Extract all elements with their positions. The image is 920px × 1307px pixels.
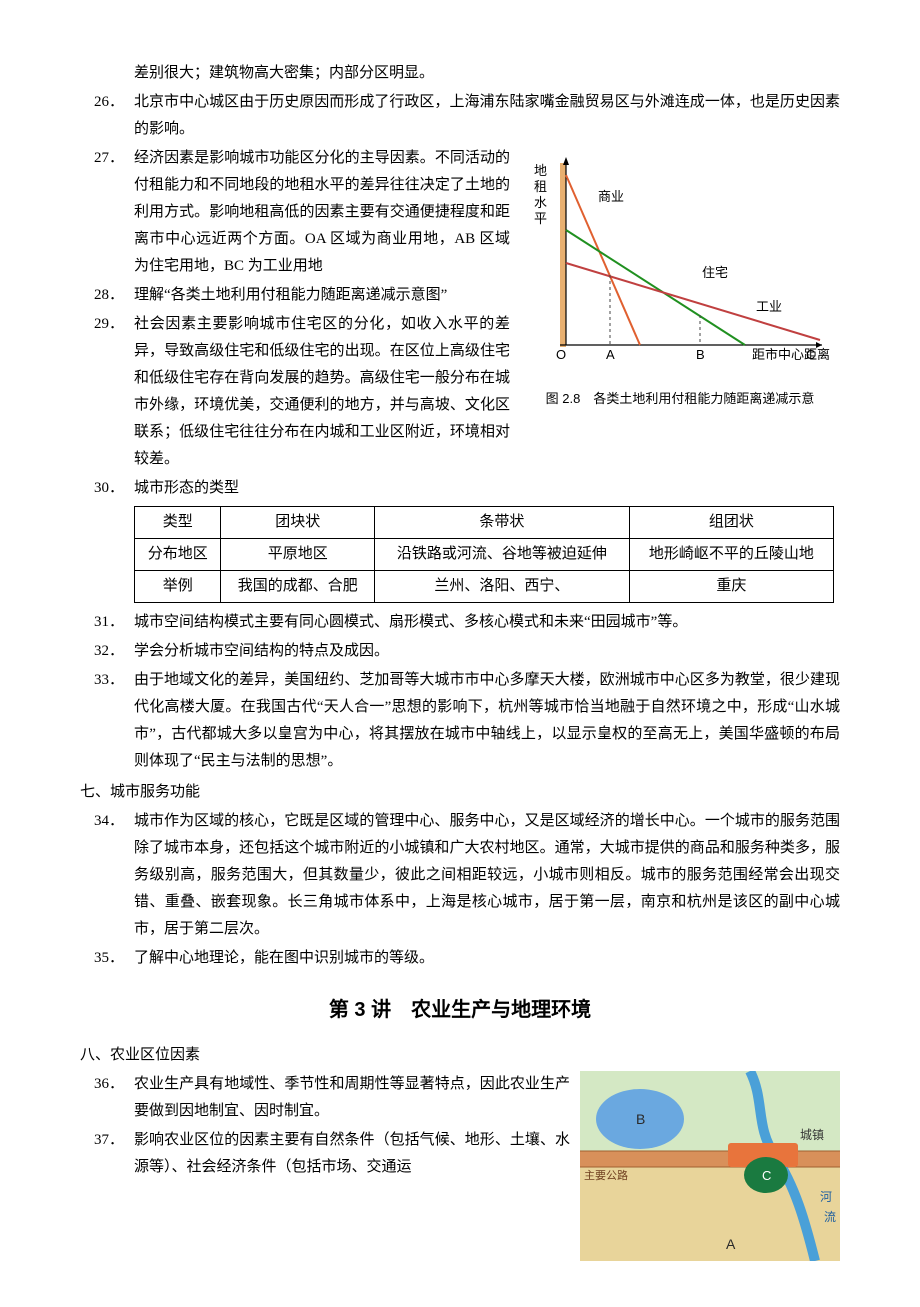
road: [580, 1151, 840, 1167]
table-row: 类型 团块状 条带状 组团状: [135, 507, 834, 539]
tick-O: O: [556, 347, 566, 360]
bid-rent-plot: O A B C 地 租 水 平 商业 住宅 工业 距市中心距离: [520, 145, 830, 385]
item-text: 城市形态的类型: [134, 475, 840, 502]
td-head: 分布地区: [135, 539, 221, 571]
item-number: 32．: [80, 638, 134, 665]
item-number: 35．: [80, 945, 134, 972]
th-type: 类型: [135, 507, 221, 539]
tick-A: A: [606, 347, 615, 360]
label-commerce: 商业: [598, 189, 624, 204]
label-town: 城镇: [800, 1128, 824, 1142]
item-text: 经济因素是影响城市功能区分化的主导因素。不同活动的付租能力和不同地段的地租水平的…: [134, 145, 510, 280]
item-number: 29．: [80, 311, 134, 473]
item-32: 32． 学会分析城市空间结构的特点及成因。: [80, 638, 840, 665]
td: 平原地区: [221, 539, 375, 571]
tick-B: B: [696, 347, 705, 360]
label-river-1: 河: [820, 1190, 832, 1204]
figure-agri-map: B C A 城镇 主要公路 河 流: [580, 1071, 840, 1261]
item-text: 农业生产具有地域性、季节性和周期性等显著特点，因此农业生产要做到因地制宜、因时制…: [134, 1071, 570, 1125]
item-text: 由于地域文化的差异，美国纽约、芝加哥等大城市市中心多摩天大楼，欧洲城市中心区多为…: [134, 667, 840, 775]
item-26: 26． 北京市中心城区由于历史原因而形成了行政区，上海浦东陆家嘴金融贸易区与外滩…: [80, 89, 840, 143]
item-27: 27． 经济因素是影响城市功能区分化的主导因素。不同活动的付租能力和不同地段的地…: [80, 145, 510, 280]
text: 差别很大；建筑物高大密集；内部分区明显。: [134, 60, 840, 87]
table-row: 分布地区 平原地区 沿铁路或河流、谷地等被迫延伸 地形崎岖不平的丘陵山地: [135, 539, 834, 571]
y-axis-bar: [560, 163, 566, 347]
item-34: 34． 城市作为区域的核心，它既是区域的管理中心、服务中心，又是区域经济的增长中…: [80, 808, 840, 943]
y-label-3: 水: [534, 195, 547, 210]
item-text: 理解“各类土地利用付租能力随距离递减示意图”: [134, 282, 510, 309]
y-axis-arrow: [563, 157, 569, 165]
item-number: 30．: [80, 475, 134, 502]
item-30: 30． 城市形态的类型: [80, 475, 840, 502]
item-number: 27．: [80, 145, 134, 280]
y-label-1: 地: [534, 163, 547, 178]
item-prev-remainder: 差别很大；建筑物高大密集；内部分区明显。: [80, 60, 840, 87]
td: 兰州、洛阳、西宁、: [375, 571, 630, 603]
lecture-title: 第 3 讲 农业生产与地理环境: [80, 992, 840, 1028]
label-C: C: [762, 1168, 771, 1183]
spacer: [80, 60, 134, 87]
item-28: 28． 理解“各类土地利用付租能力随距离递减示意图”: [80, 282, 510, 309]
figure-bid-rent: O A B C 地 租 水 平 商业 住宅 工业 距市中心距离 图 2.8 各类…: [520, 145, 840, 410]
table-row: 举例 我国的成都、合肥 兰州、洛阳、西宁、 重庆: [135, 571, 834, 603]
td: 重庆: [629, 571, 833, 603]
label-industry: 工业: [756, 299, 782, 314]
y-label-2: 租: [534, 179, 547, 194]
td: 我国的成都、合肥: [221, 571, 375, 603]
item-number: 34．: [80, 808, 134, 943]
item-36: 36． 农业生产具有地域性、季节性和周期性等显著特点，因此农业生产要做到因地制宜…: [80, 1071, 570, 1125]
section-seven: 七、城市服务功能: [80, 779, 840, 806]
figure-caption: 图 2.8 各类土地利用付租能力随距离递减示意: [520, 387, 840, 410]
label-residence: 住宅: [702, 265, 728, 280]
label-river-2: 流: [824, 1210, 836, 1224]
item-35: 35． 了解中心地理论，能在图中识别城市的等级。: [80, 945, 840, 972]
th-block: 团块状: [221, 507, 375, 539]
item-text: 了解中心地理论，能在图中识别城市的等级。: [134, 945, 840, 972]
item-text: 城市作为区域的核心，它既是区域的管理中心、服务中心，又是区域经济的增长中心。一个…: [134, 808, 840, 943]
section-eight: 八、农业区位因素: [80, 1042, 840, 1069]
item-number: 36．: [80, 1071, 134, 1125]
td: 沿铁路或河流、谷地等被迫延伸: [375, 539, 630, 571]
item-number: 37．: [80, 1127, 134, 1181]
item-text: 社会因素主要影响城市住宅区的分化，如收入水平的差异，导致高级住宅和低级住宅的出现…: [134, 311, 510, 473]
morphology-table: 类型 团块状 条带状 组团状 分布地区 平原地区 沿铁路或河流、谷地等被迫延伸 …: [134, 506, 834, 603]
label-road: 主要公路: [584, 1169, 628, 1182]
th-belt: 条带状: [375, 507, 630, 539]
item-text: 城市空间结构模式主要有同心圆模式、扇形模式、多核心模式和未来“田园城市”等。: [134, 609, 840, 636]
item-29: 29． 社会因素主要影响城市住宅区的分化，如收入水平的差异，导致高级住宅和低级住…: [80, 311, 510, 473]
item-number: 26．: [80, 89, 134, 143]
item-number: 28．: [80, 282, 134, 309]
item-text: 学会分析城市空间结构的特点及成因。: [134, 638, 840, 665]
item-text: 北京市中心城区由于历史原因而形成了行政区，上海浦东陆家嘴金融贸易区与外滩连成一体…: [134, 89, 840, 143]
label-B: B: [636, 1111, 645, 1127]
th-cluster: 组团状: [629, 507, 833, 539]
y-label-4: 平: [534, 211, 547, 226]
td: 地形崎岖不平的丘陵山地: [629, 539, 833, 571]
label-A: A: [726, 1236, 736, 1252]
item-31: 31． 城市空间结构模式主要有同心圆模式、扇形模式、多核心模式和未来“田园城市”…: [80, 609, 840, 636]
item-number: 33．: [80, 667, 134, 775]
x-label: 距市中心距离: [752, 347, 830, 360]
item-number: 31．: [80, 609, 134, 636]
td-head: 举例: [135, 571, 221, 603]
item-33: 33． 由于地域文化的差异，美国纽约、芝加哥等大城市市中心多摩天大楼，欧洲城市中…: [80, 667, 840, 775]
residence-line: [566, 230, 745, 345]
item-text: 影响农业区位的因素主要有自然条件（包括气候、地形、土壤、水源等）、社会经济条件（…: [134, 1127, 570, 1181]
item-37: 37． 影响农业区位的因素主要有自然条件（包括气候、地形、土壤、水源等）、社会经…: [80, 1127, 570, 1181]
